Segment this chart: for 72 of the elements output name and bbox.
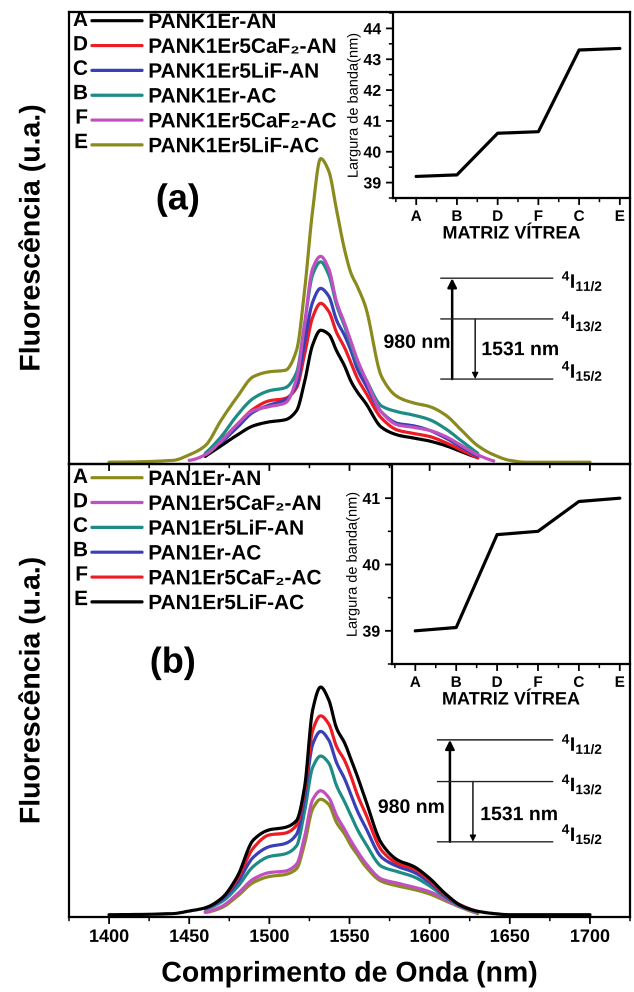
text: B [74, 84, 88, 100]
legend-label: PANK1Er-AC [150, 88, 276, 103]
y-axis-title: Fluorescência (u.a.) [18, 558, 46, 822]
legend-label: PAN1Er-AC [150, 544, 261, 560]
x-tick-label: F [534, 210, 542, 221]
text: C [74, 517, 88, 532]
legend-label: PAN1Er-AN [150, 470, 260, 485]
x-tick-label: 1700 [570, 929, 610, 942]
y-axis-title: Fluorescência (u.a.) [18, 106, 46, 370]
text: A [73, 468, 88, 483]
x-tick-label: D [493, 210, 503, 221]
x-tick-label: 1500 [250, 929, 289, 942]
line-series [414, 496, 622, 632]
annotation: $^{4}$I$_{11/2}$ [562, 271, 602, 292]
annotation: 1531 nm [481, 806, 557, 820]
x-tick-label: A [411, 210, 422, 221]
x-tick-label: 1400 [90, 929, 128, 942]
legend-label: PANK1Er-AN [150, 14, 275, 28]
x-axis-title: Comprimento de Onda (nm) [162, 960, 536, 988]
annotation: $^{4}$I$_{15/2}$ [562, 361, 602, 382]
x-tick-label: F [534, 676, 542, 687]
text: E [76, 590, 88, 606]
text: E [76, 134, 88, 148]
x-tick-label: 1550 [330, 929, 369, 942]
text: C [74, 60, 88, 76]
legend-label: PAN1Er5CaF₂-AN [150, 495, 320, 510]
annotation: 980 nm [384, 334, 450, 348]
x-tick-label: 1450 [170, 929, 209, 942]
x-tick-label: 1650 [490, 929, 530, 942]
x-tick-label: E [616, 676, 624, 687]
text: F [76, 109, 88, 124]
y-tick-label: 40 [362, 559, 380, 570]
x-tick-label: B [452, 210, 462, 221]
x-tick-label: E [616, 210, 624, 221]
y-tick-label: 44 [364, 23, 382, 34]
annotation: (a) [158, 183, 198, 217]
legend-label: PAN1Er5LiF-AC [150, 594, 304, 610]
annotation: $^{4}$I$_{13/2}$ [562, 311, 602, 332]
x-axis-title: MATRIZ VÍTREA [444, 222, 580, 239]
x-tick-label: A [410, 676, 420, 687]
x-tick-label: D [492, 676, 502, 687]
x-tick-label: C [574, 676, 584, 688]
legend-label: PANK1Er5CaF₂-AN [150, 38, 336, 54]
text: F [76, 566, 88, 581]
annotation: $^{4}$I$_{13/2}$ [562, 774, 602, 794]
annotation: $^{4}$I$_{15/2}$ [562, 824, 602, 844]
legend-label: PANK1Er5CaF₂-AC [150, 112, 336, 128]
line-series [414, 46, 622, 178]
annotation: $^{4}$I$_{11/2}$ [562, 734, 602, 754]
text: B [74, 542, 88, 556]
legend-label: PANK1Er5LiF-AN [150, 62, 318, 78]
y-axis-title: Largura de banda(nm) [347, 34, 361, 177]
x-axis-title: MATRIZ VÍTREA [443, 688, 580, 705]
y-tick-label: 41 [362, 492, 380, 504]
y-tick-label: 43 [364, 54, 381, 66]
text: D [74, 36, 88, 50]
text: (b) [152, 646, 194, 680]
annotation: 1531 nm [482, 342, 558, 356]
y-tick-label: 41 [364, 116, 381, 127]
legend-label: PAN1Er5LiF-AN [150, 520, 303, 535]
x-tick-label: 1600 [410, 929, 449, 942]
annotation: 980 nm [378, 799, 444, 814]
legend-label: PAN1Er5CaF₂-AC [150, 570, 321, 585]
legend-label: PANK1Er5LiF-AC [150, 137, 319, 152]
x-tick-label: B [452, 676, 462, 687]
x-tick-label: C [574, 210, 584, 222]
y-tick-label: 42 [364, 84, 381, 96]
y-tick-label: 39 [364, 177, 381, 189]
y-tick-label: 40 [364, 146, 381, 158]
y-axis-title: Largura de banda(nm) [346, 492, 360, 636]
y-tick-label: 39 [362, 625, 380, 637]
text: D [74, 493, 88, 508]
